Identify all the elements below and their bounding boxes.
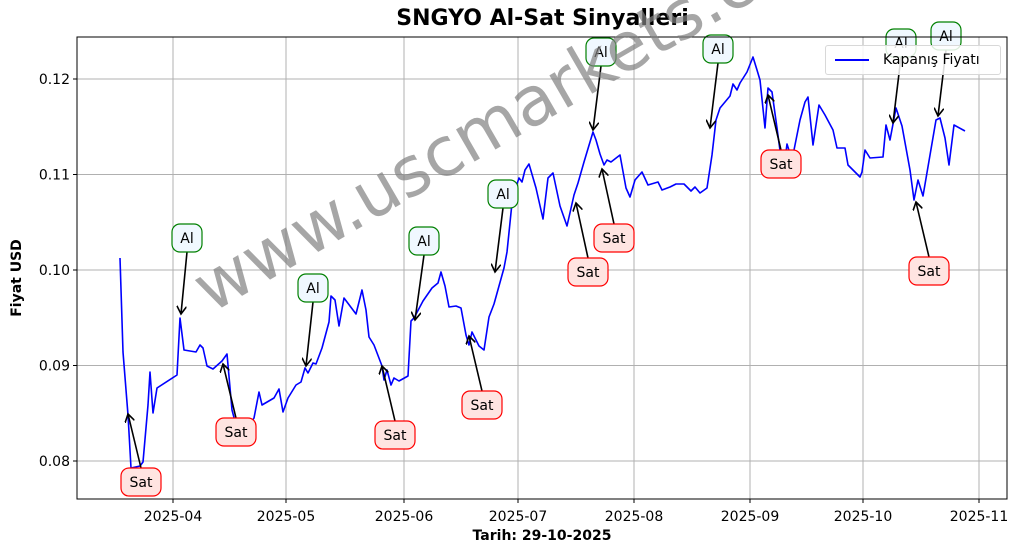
signal-label: Sat	[918, 264, 941, 280]
signal-label: Sat	[130, 475, 153, 491]
x-tick-label: 2025-08	[605, 509, 664, 525]
legend-line-icon	[835, 59, 869, 61]
signal-arrow-icon	[415, 254, 425, 320]
signal-arrow-icon	[382, 366, 396, 422]
signal-arrow-icon	[495, 207, 504, 272]
x-tick-label: 2025-11	[950, 509, 1009, 525]
buy-signal: Al	[885, 28, 917, 123]
sell-signal: Sat	[461, 336, 503, 420]
sell-signal: Sat	[593, 169, 635, 253]
signal-label: Al	[594, 45, 607, 61]
buy-signal: Al	[585, 37, 617, 130]
plot-frame	[76, 36, 1008, 500]
signal-arrow-icon	[593, 65, 602, 130]
signal-arrow-icon	[128, 414, 142, 469]
sell-signal: Sat	[567, 203, 609, 287]
y-tick-label: 0.08	[39, 454, 70, 470]
x-tick-label: 2025-06	[375, 509, 434, 525]
y-tick-label: 0.11	[39, 168, 70, 184]
signal-label: Al	[417, 234, 430, 250]
buy-signal: Al	[171, 223, 203, 314]
legend: Kapanış Fiyatı	[825, 45, 1001, 75]
y-tick-label: 0.10	[39, 263, 70, 279]
signal-arrow-icon	[223, 364, 237, 419]
price-line	[119, 56, 966, 469]
grid-lines	[77, 37, 1007, 499]
x-axis-label: Tarih: 29-10-2025	[472, 528, 612, 544]
signal-arrow-icon	[916, 202, 930, 258]
sell-signal: Sat	[120, 414, 162, 497]
sell-signal: Sat	[215, 364, 257, 447]
signal-arrow-icon	[768, 95, 782, 151]
signal-label: Al	[180, 231, 193, 247]
signal-label: Sat	[770, 157, 793, 173]
sell-signal: Sat	[760, 95, 802, 179]
y-tick-label: 0.09	[39, 359, 70, 375]
signal-arrow-icon	[306, 301, 314, 366]
signal-label: Sat	[384, 428, 407, 444]
x-tick-label: 2025-04	[144, 509, 203, 525]
signal-arrow-icon	[576, 203, 589, 259]
y-tick-label: 0.12	[39, 72, 70, 88]
signal-arrow-icon	[181, 251, 188, 314]
signal-label: Al	[306, 281, 319, 297]
signal-label: Sat	[603, 231, 626, 247]
chart-title: SNGYO Al-Sat Sinyalleri	[396, 6, 689, 31]
signal-arrow-icon	[710, 62, 719, 128]
buy-signal: Al	[702, 34, 734, 128]
signal-label: Al	[496, 187, 509, 203]
x-tick-label: 2025-09	[721, 509, 780, 525]
signal-label: Sat	[225, 425, 248, 441]
x-tick-label: 2025-07	[489, 509, 548, 525]
x-tick-label: 2025-10	[834, 509, 893, 525]
signal-label: Al	[711, 42, 724, 58]
buy-signal: Al	[408, 226, 440, 320]
signal-arrow-icon	[469, 336, 483, 392]
legend-label: Kapanış Fiyatı	[883, 52, 980, 68]
sell-signal: Sat	[908, 202, 950, 286]
buy-signal: Al	[297, 273, 329, 366]
axis-ticks: 2025-04 2025-05 2025-06 2025-07 2025-08 2025-…	[39, 72, 1008, 525]
signal-label: Sat	[471, 398, 494, 414]
signal-label: Sat	[577, 265, 600, 281]
signal-arrow-icon	[602, 169, 615, 225]
buy-signal: Al	[487, 179, 519, 272]
x-tick-label: 2025-05	[257, 509, 316, 525]
y-axis-label: Fiyat USD	[9, 239, 25, 317]
sell-signal: Sat	[374, 366, 416, 450]
